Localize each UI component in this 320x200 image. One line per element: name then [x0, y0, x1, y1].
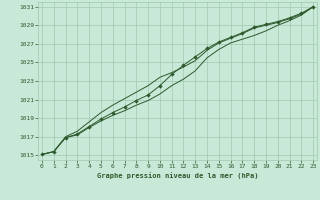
X-axis label: Graphe pression niveau de la mer (hPa): Graphe pression niveau de la mer (hPa): [97, 172, 258, 179]
